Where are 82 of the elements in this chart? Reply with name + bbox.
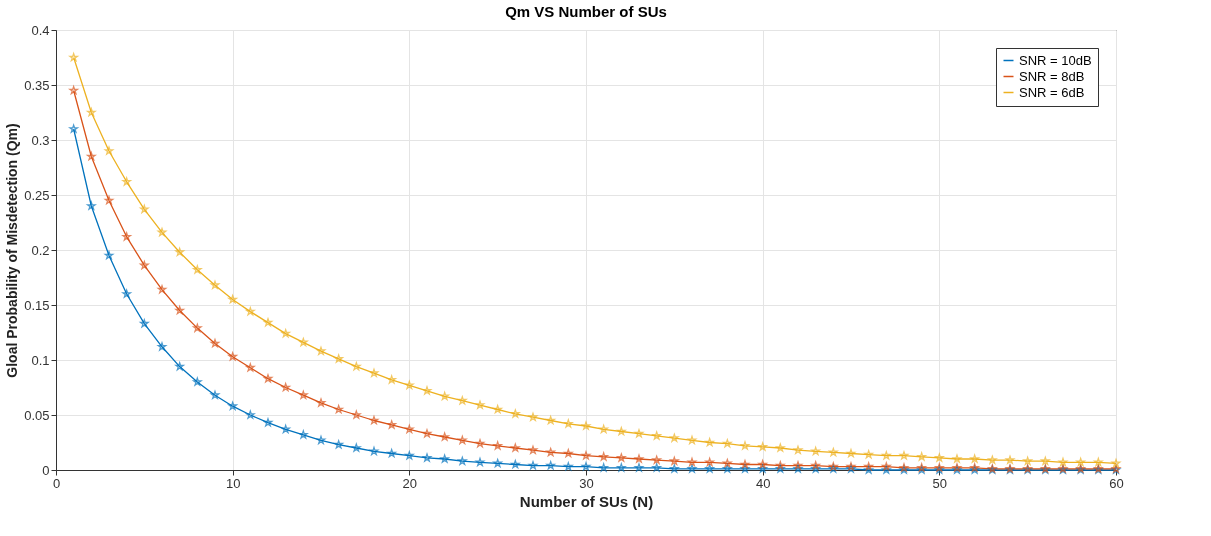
- point: [687, 464, 697, 473]
- point: [352, 410, 361, 419]
- point: [263, 418, 273, 427]
- point: [740, 459, 750, 469]
- point: [1111, 458, 1121, 468]
- point: [952, 454, 962, 463]
- point: [210, 390, 220, 399]
- x-axis-title: Number of SUs (N): [519, 492, 654, 510]
- point: [581, 462, 591, 471]
- point: [210, 338, 220, 348]
- y-tick-label: 0.2: [31, 242, 50, 258]
- point: [528, 445, 538, 454]
- y-tick-label: 0: [42, 462, 50, 478]
- point: [528, 412, 538, 421]
- y-tick-label: 0.25: [24, 187, 50, 203]
- x-tick-label: 60: [1109, 475, 1124, 491]
- point: [511, 443, 520, 452]
- point: [687, 457, 697, 467]
- point: [422, 386, 432, 395]
- point: [899, 451, 909, 460]
- point: [1058, 457, 1068, 467]
- point: [316, 346, 326, 355]
- point: [793, 461, 803, 470]
- point: [670, 433, 679, 442]
- point: [405, 380, 414, 390]
- point: [104, 195, 114, 205]
- y-tick-label: 0.35: [24, 77, 50, 93]
- point: [210, 280, 220, 289]
- y-tick-label: 0.4: [31, 22, 50, 38]
- x-tick-label: 20: [402, 475, 418, 491]
- x-tick-label: 30: [579, 475, 594, 491]
- point: [352, 362, 361, 371]
- point: [475, 400, 485, 409]
- point: [564, 419, 573, 428]
- point: [316, 398, 326, 407]
- point: [581, 451, 591, 460]
- y-tick-label: 0.05: [24, 407, 50, 423]
- point: [846, 448, 856, 458]
- point: [263, 318, 273, 327]
- point: [475, 439, 485, 448]
- point: [369, 415, 379, 425]
- point: [352, 443, 361, 452]
- point: [422, 453, 432, 462]
- point: [104, 146, 114, 155]
- y-tick-label: 0.1: [31, 352, 50, 368]
- point: [581, 421, 591, 430]
- point: [528, 461, 538, 470]
- point: [1005, 455, 1015, 464]
- x-tick-label: 50: [932, 475, 948, 491]
- point: [740, 464, 750, 473]
- point: [458, 396, 467, 405]
- point: [687, 435, 697, 445]
- point: [299, 430, 308, 439]
- legend-label: SNR = 6dB: [1019, 84, 1085, 100]
- chart-title: Qm VS Number of SUs: [505, 3, 667, 20]
- x-tick-label: 10: [225, 475, 241, 491]
- legend-label: SNR = 8dB: [1019, 68, 1085, 84]
- point: [740, 441, 750, 450]
- point: [369, 368, 379, 377]
- point: [793, 445, 803, 454]
- point: [511, 409, 520, 418]
- point: [316, 435, 326, 445]
- point: [475, 457, 485, 467]
- y-axis-title: Gloal Probability of Misdetection (Qm): [4, 123, 21, 378]
- point: [104, 250, 114, 260]
- point: [422, 429, 432, 438]
- point: [793, 464, 803, 473]
- point: [634, 454, 644, 463]
- point: [157, 342, 167, 351]
- y-tick-label: 0.3: [31, 132, 50, 148]
- point: [369, 446, 379, 456]
- point: [157, 285, 167, 294]
- point: [405, 424, 414, 434]
- point: [634, 429, 644, 438]
- x-tick-label: 40: [755, 475, 771, 491]
- legend-label: SNR = 10dB: [1019, 52, 1092, 68]
- x-tick-label: 0: [52, 475, 61, 491]
- y-tick-label: 0.15: [24, 297, 50, 313]
- point: [157, 227, 167, 237]
- point: [458, 435, 467, 445]
- point: [263, 374, 273, 383]
- point: [634, 463, 644, 472]
